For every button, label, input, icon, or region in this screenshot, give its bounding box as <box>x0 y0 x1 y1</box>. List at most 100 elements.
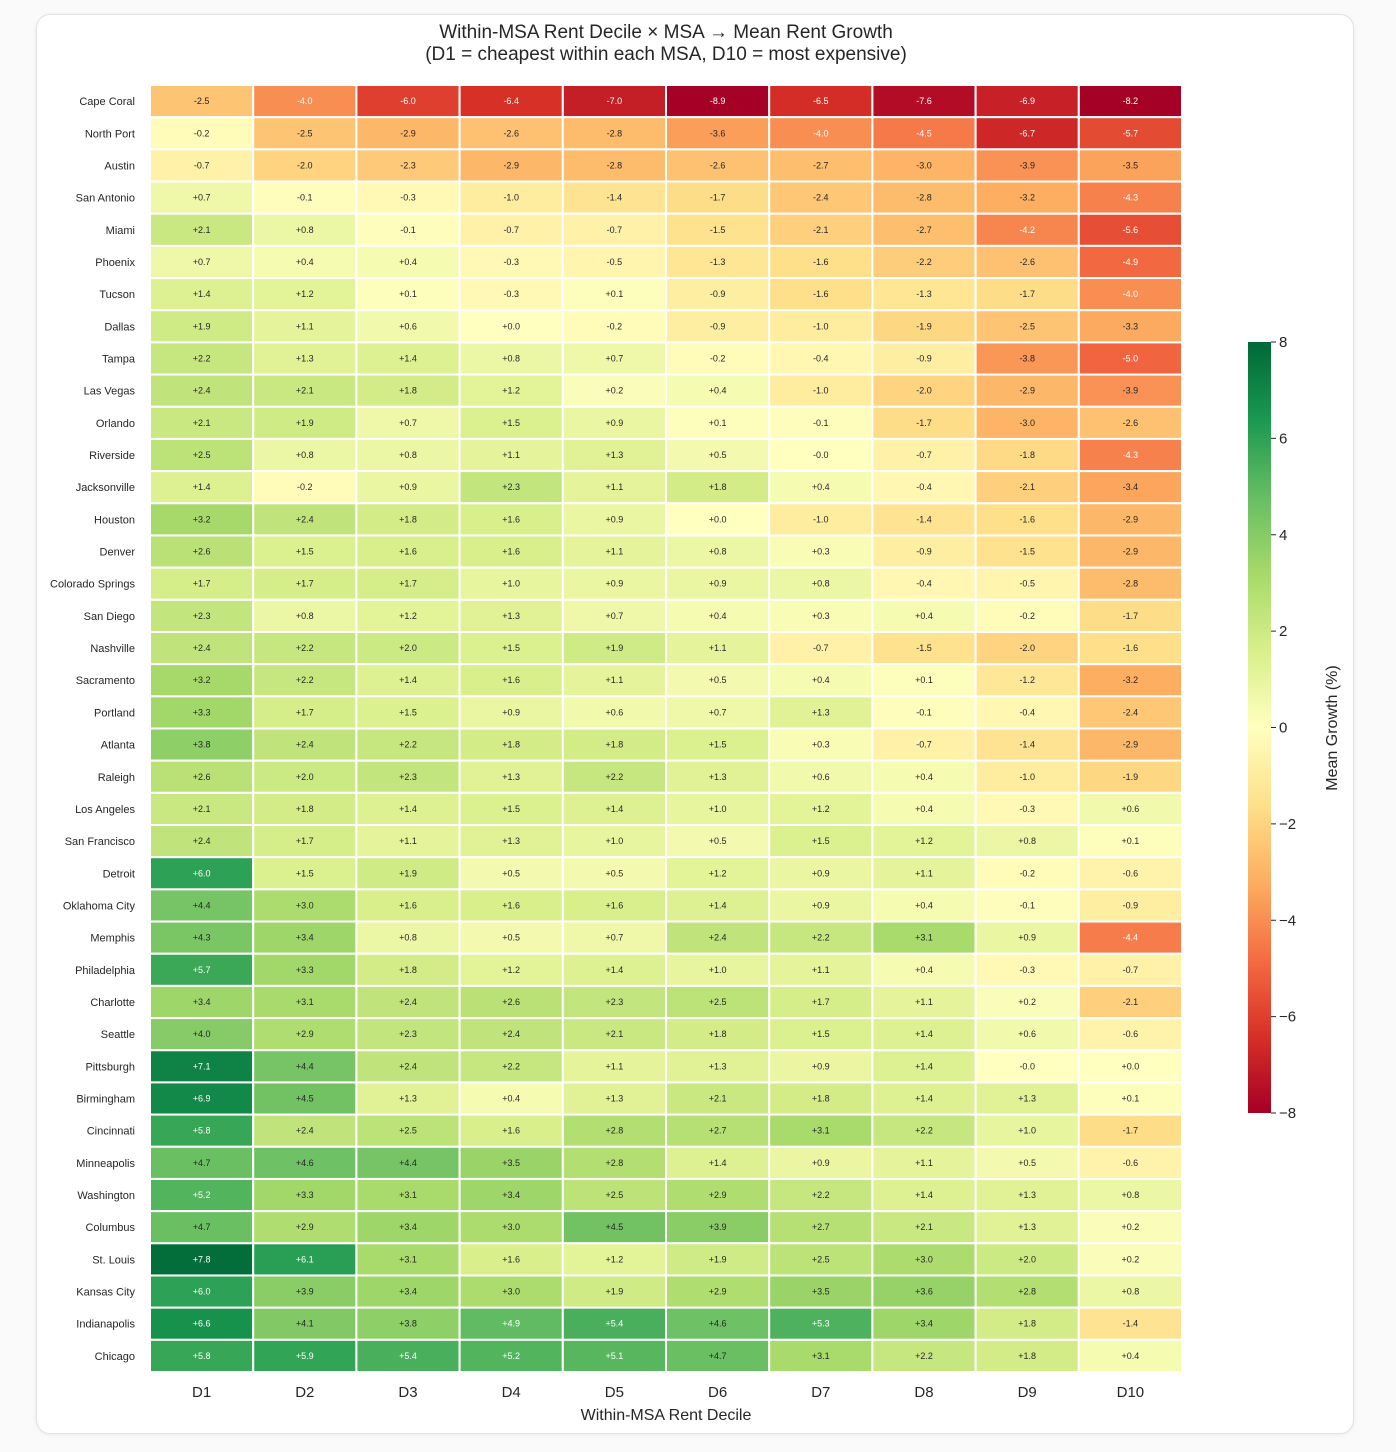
cell-value-label: +0.1 <box>1122 1094 1140 1104</box>
cell-value-label: +2.4 <box>296 740 314 750</box>
row-label: St. Louis <box>92 1254 135 1266</box>
row-label: Cape Coral <box>79 96 135 108</box>
colorbar-tick-label: −4 <box>1279 912 1296 929</box>
heatmap-cell <box>768 534 874 569</box>
cell-value-label: +0.4 <box>1122 1351 1140 1361</box>
heatmap-cell <box>768 470 874 505</box>
heatmap-cell <box>1077 180 1184 215</box>
heatmap-cell <box>1077 727 1184 762</box>
cell-value-label: -2.3 <box>400 160 416 170</box>
cell-value-label: +0.4 <box>399 257 417 267</box>
heatmap-cell <box>561 920 667 955</box>
heatmap-cell <box>355 1049 461 1084</box>
cell-value-label: +0.7 <box>606 933 624 943</box>
cell-value-label: -4.2 <box>1019 225 1035 235</box>
row-label: Memphis <box>90 933 135 945</box>
heatmap-cell <box>355 759 461 794</box>
heatmap-cell <box>149 277 255 312</box>
heatmap-cell <box>252 856 358 891</box>
cell-value-label: +1.1 <box>915 997 933 1007</box>
cell-value-label: -5.6 <box>1123 225 1139 235</box>
heatmap-cell <box>665 470 771 505</box>
cell-value-label: -2.0 <box>1019 643 1035 653</box>
cell-value-label: +1.6 <box>399 900 417 910</box>
cell-value-label: +2.3 <box>193 611 211 621</box>
cell-value-label: +1.3 <box>709 772 727 782</box>
cell-value-label: +1.6 <box>502 514 520 524</box>
cell-value-label: +0.8 <box>1018 836 1036 846</box>
cell-value-label: +0.9 <box>812 1158 830 1168</box>
heatmap-cell <box>355 952 461 987</box>
cell-value-label: +2.1 <box>193 225 211 235</box>
cell-value-label: +1.0 <box>709 804 727 814</box>
cell-value-label: +1.3 <box>709 1061 727 1071</box>
heatmap-cell <box>561 277 667 312</box>
row-label: Washington <box>77 1190 135 1202</box>
heatmap-cell <box>871 1017 977 1052</box>
heatmap-cell <box>252 1145 358 1180</box>
heatmap-cell <box>1077 116 1184 151</box>
cell-value-label: +0.1 <box>399 289 417 299</box>
cell-value-label: +0.9 <box>502 707 520 717</box>
cell-value-label: +1.7 <box>296 707 314 717</box>
heatmap-cell <box>768 1049 874 1084</box>
heatmap-cell <box>458 1274 564 1309</box>
heatmap-cell <box>252 598 358 633</box>
cell-value-label: +2.4 <box>193 643 211 653</box>
cell-value-label: +1.4 <box>709 1158 727 1168</box>
cell-value-label: +0.9 <box>812 868 830 878</box>
cell-value-label: +0.9 <box>399 482 417 492</box>
cell-value-label: -2.8 <box>1123 579 1139 589</box>
cell-value-label: +0.4 <box>812 482 830 492</box>
heatmap-cell <box>458 791 564 827</box>
heatmap-cell <box>665 1210 771 1245</box>
cell-value-label: +2.2 <box>193 353 211 363</box>
x-tick-label: D7 <box>811 1384 830 1401</box>
cell-value-label: +1.1 <box>606 547 624 557</box>
cell-value-label: -1.4 <box>916 514 932 524</box>
cell-value-label: +0.8 <box>296 225 314 235</box>
colorbar-tick-label: 8 <box>1279 334 1287 351</box>
cell-value-label: -2.0 <box>916 386 932 396</box>
cell-value-label: -0.2 <box>1019 611 1035 621</box>
heatmap-cell <box>974 1338 1080 1373</box>
cell-value-label: +1.4 <box>915 1029 933 1039</box>
cell-value-label: +3.4 <box>193 997 211 1007</box>
heatmap-cell <box>355 180 461 215</box>
cell-value-label: +1.3 <box>812 707 830 717</box>
cell-value-label: +3.4 <box>399 1222 417 1232</box>
cell-value-label: -0.7 <box>607 225 623 235</box>
heatmap-cell <box>355 856 461 891</box>
cell-value-label: +3.9 <box>709 1222 727 1232</box>
cell-value-label: +1.1 <box>709 643 727 653</box>
cell-value-label: -1.4 <box>1123 1319 1139 1329</box>
heatmap-cell <box>149 1338 255 1373</box>
heatmap-cell <box>252 824 358 859</box>
cell-value-label: -0.1 <box>297 193 313 203</box>
cell-value-label: +0.2 <box>1122 1254 1140 1264</box>
cell-value-label: -2.5 <box>297 128 313 138</box>
cell-value-label: +1.1 <box>399 836 417 846</box>
heatmap-cell <box>665 1049 771 1084</box>
cell-value-label: -0.9 <box>710 321 726 331</box>
cell-value-label: +1.9 <box>709 1254 727 1264</box>
cell-value-label: +4.9 <box>502 1319 520 1329</box>
heatmap-cell <box>355 1274 461 1309</box>
cell-value-label: +2.0 <box>1018 1254 1036 1264</box>
heatmap-cell <box>974 277 1080 312</box>
cell-value-label: +1.4 <box>709 900 727 910</box>
cell-value-label: -0.1 <box>1019 900 1035 910</box>
heatmap-cell <box>665 373 771 408</box>
heatmap-cell <box>458 598 564 633</box>
cell-value-label: -1.9 <box>1123 772 1139 782</box>
colorbar-tick-label: −2 <box>1279 816 1296 833</box>
cell-value-label: +1.5 <box>296 547 314 557</box>
heatmap-cell <box>252 502 358 537</box>
cell-value-label: +0.5 <box>502 933 520 943</box>
heatmap-cell <box>1077 1177 1184 1213</box>
cell-value-label: -8.9 <box>710 96 726 106</box>
row-label: San Francisco <box>65 836 135 848</box>
heatmap-cell <box>458 695 564 730</box>
cell-value-label: +0.0 <box>502 321 520 331</box>
cell-value-label: +0.2 <box>1122 1222 1140 1232</box>
